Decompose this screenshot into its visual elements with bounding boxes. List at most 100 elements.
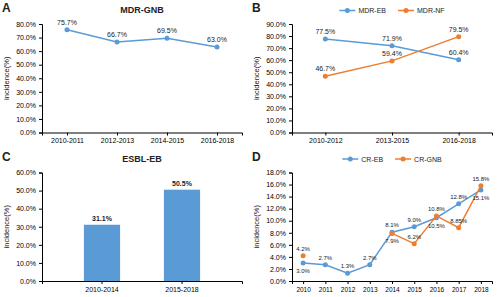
y-tick [289,197,292,198]
y-tick-label: 12.0% [266,205,286,212]
y-tick [39,38,42,39]
y-tick-label: 80.0% [16,21,36,28]
x-tick-label: 2010-2014 [85,286,119,293]
plot-texts: 77.5%71.9%60.4%46.7%59.4%79.5% [315,26,468,73]
y-tick-group: 60.0% [16,48,42,55]
x-tick-label: 2010-2012 [309,137,343,144]
x-tick-group: 2011 [319,281,333,293]
x-axis-line [43,133,243,136]
data-label: 75.7% [57,19,77,26]
y-tick [289,209,292,210]
x-tick-group: 2015 [407,281,422,293]
x-tick [102,281,103,284]
y-tick-label: 14.0% [266,193,286,200]
x-tick [481,281,482,284]
y-axis-title: incidence(%) [2,56,11,100]
point [456,201,461,206]
data-label: 3.0% [296,268,310,274]
y-tick-label: 0.0% [20,278,36,285]
y-tick-group: 4.0% [270,254,292,261]
y-tick [289,48,292,49]
y-tick-group: 16.0% [266,181,292,188]
y-tick-group: 90.0% [266,21,292,28]
line [325,39,458,60]
data-label: 31.1% [92,215,113,222]
y-tick-group: 70.0% [16,34,42,41]
x-tick-label: 2014-2015 [151,137,185,144]
y-tick [289,24,292,25]
y-tick-label: 40.0% [16,75,36,82]
y-tick-group: 0.0% [20,278,42,285]
y-tick [289,173,292,174]
legend-item: MDR-NF [398,7,445,14]
x-tick-group: 2013 [363,281,378,293]
y-axis: 0.0%10.0%20.0%30.0%40.0%50.0%60.0% [16,169,42,284]
data-label: 63.0% [207,36,227,43]
x-tick [436,281,437,284]
y-tick-group: 80.0% [16,21,42,28]
y-tick [289,185,292,186]
data-label: 2.7% [318,255,332,261]
x-tick [348,281,349,284]
y-axis-line [39,173,43,282]
y-tick [289,133,292,134]
y-tick-label: 70.0% [16,34,36,41]
legend-marker [401,157,406,162]
y-tick-group: 2.0% [270,266,292,273]
x-tick [414,281,415,284]
y-tick [39,119,42,120]
plot-texts: 31.1% 50.5% [92,180,193,222]
y-tick [289,120,292,121]
y-tick-group: 18.0% [266,169,292,176]
x-tick-group: 2015-2018 [165,281,199,293]
x-tick-group: 2010-2014 [85,281,119,293]
y-tick-group: 40.0% [266,81,292,88]
point [323,262,328,267]
panel-label: C [2,150,11,164]
plot-texts: 3.0%2.7%1.3%2.7%8.1%9.0%10.5%12.8%15.1%4… [296,176,490,274]
panel-label: B [252,1,261,15]
data-label: 2.7% [363,255,377,261]
y-tick-group: 12.0% [266,205,292,212]
data-label: 50.5% [172,180,193,187]
x-tick-label: 2012-2013 [101,137,135,144]
x-tick-group: 2016-2018 [201,133,235,145]
y-tick [289,269,292,270]
point [165,36,170,41]
legend-marker [348,157,353,162]
plot-marks [301,183,484,275]
data-label: 12.8% [450,194,468,200]
y-tick-group: 50.0% [16,187,42,194]
point [323,74,328,79]
point [434,213,439,218]
y-tick-group: 10.0% [16,260,42,267]
y-tick [39,281,42,282]
y-tick-group: 40.0% [16,205,42,212]
data-label: 7.9% [385,238,399,244]
y-tick-group: 0.0% [270,129,292,136]
y-tick-group: 30.0% [16,223,42,230]
point [412,224,417,229]
panel-label: A [2,1,11,15]
y-tick-label: 50.0% [16,187,36,194]
panel-label: D [252,150,261,164]
y-tick-group: 40.0% [16,75,42,82]
y-tick-label: 0.0% [270,129,286,136]
y-tick-group: 6.0% [270,242,292,249]
x-tick [370,281,371,284]
legend-label: MDR-EB [358,7,386,14]
y-tick-label: 60.0% [266,57,286,64]
y-tick [289,96,292,97]
y-tick-group: 10.0% [266,117,292,124]
x-axis-line [43,282,243,285]
x-axis-line [293,282,493,285]
legend-item: CR-GNB [395,156,442,163]
y-tick [39,133,42,134]
y-tick [289,221,292,222]
x-tick-label: 2015-2018 [165,286,199,293]
point [456,57,461,62]
x-axis-line [293,133,493,136]
y-axis-line [289,25,293,134]
y-tick-label: 2.0% [270,266,286,273]
point [215,45,220,50]
